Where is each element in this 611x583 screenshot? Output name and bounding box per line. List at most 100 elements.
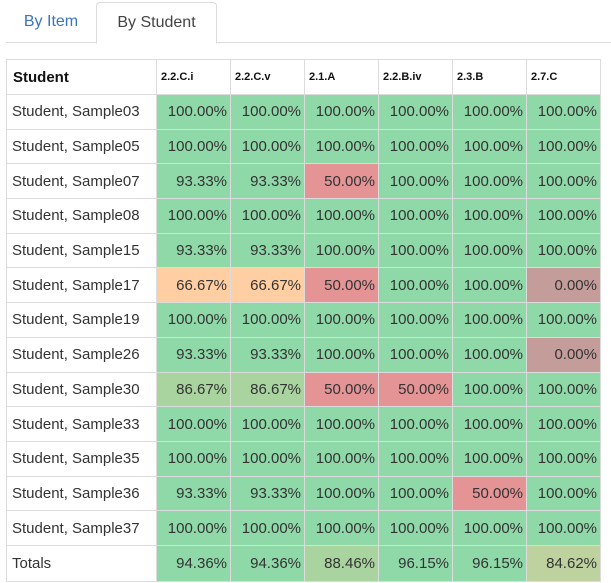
score-cell: 100.00%	[378, 267, 453, 304]
score-cell: 50.00%	[452, 475, 527, 512]
score-cell: 100.00%	[304, 475, 379, 512]
student-name: Student, Sample33	[6, 406, 157, 442]
score-cell: 100.00%	[304, 336, 379, 373]
score-cell: 100.00%	[452, 232, 527, 269]
column-header-student[interactable]: Student	[6, 59, 157, 95]
score-cell: 94.36%	[156, 544, 231, 582]
score-cell: 100.00%	[156, 406, 231, 442]
table-row: Student, Sample03 100.00% 100.00% 100.00% 10…	[6, 94, 601, 130]
column-header[interactable]: 2.2.B.iv	[378, 59, 453, 95]
score-cell: 100.00%	[452, 336, 527, 373]
score-cell: 100.00%	[304, 128, 379, 165]
score-cell: 0.00%	[526, 336, 601, 373]
column-header[interactable]: 2.2.C.i	[156, 59, 231, 95]
table-row: Student, Sample17 66.67% 66.67% 50.00% 100.0…	[6, 267, 601, 304]
table-row: Student, Sample30 86.67% 86.67% 50.00% 50.00…	[6, 371, 601, 408]
student-name: Student, Sample36	[6, 475, 157, 512]
score-cell: 100.00%	[452, 198, 527, 234]
score-cell: 100.00%	[526, 198, 601, 234]
totals-label: Totals	[6, 544, 157, 582]
student-name: Student, Sample17	[6, 267, 157, 304]
score-cell: 100.00%	[526, 406, 601, 442]
score-cell: 100.00%	[304, 440, 379, 477]
score-cell: 100.00%	[452, 94, 527, 130]
table-row: Student, Sample35 100.00% 100.00% 100.00% 10…	[6, 440, 601, 477]
table-row: Student, Sample33 100.00% 100.00% 100.00% 10…	[6, 406, 601, 442]
score-cell: 100.00%	[304, 198, 379, 234]
score-cell: 100.00%	[526, 510, 601, 546]
score-cell: 100.00%	[452, 302, 527, 338]
column-header[interactable]: 2.7.C	[526, 59, 601, 95]
score-cell: 100.00%	[452, 510, 527, 546]
score-cell: 100.00%	[378, 128, 453, 165]
table-row: Student, Sample07 93.33% 93.33% 50.00% 100.0…	[6, 163, 601, 200]
table-row: Student, Sample05 100.00% 100.00% 100.00% 10…	[6, 128, 601, 165]
score-cell: 100.00%	[230, 510, 305, 546]
tab-by-student[interactable]: By Student	[96, 2, 217, 44]
score-cell: 50.00%	[304, 267, 379, 304]
score-cell: 94.36%	[230, 544, 305, 582]
score-cell: 100.00%	[378, 510, 453, 546]
score-cell: 100.00%	[156, 128, 231, 165]
score-cell: 100.00%	[378, 302, 453, 338]
score-cell: 93.33%	[156, 163, 231, 200]
student-name: Student, Sample05	[6, 128, 157, 165]
score-cell: 66.67%	[156, 267, 231, 304]
table-row: Student, Sample36 93.33% 93.33% 100.00% 100.…	[6, 475, 601, 512]
column-header[interactable]: 2.3.B	[452, 59, 527, 95]
score-cell: 100.00%	[526, 128, 601, 165]
column-header[interactable]: 2.2.C.v	[230, 59, 305, 95]
score-cell: 100.00%	[378, 94, 453, 130]
score-cell: 50.00%	[304, 163, 379, 200]
score-cell: 100.00%	[452, 128, 527, 165]
score-cell: 100.00%	[452, 267, 527, 304]
results-table: Student 2.2.C.i 2.2.C.v 2.1.A 2.2.B.iv 2…	[6, 59, 601, 582]
student-name: Student, Sample35	[6, 440, 157, 477]
score-cell: 100.00%	[230, 406, 305, 442]
student-name: Student, Sample07	[6, 163, 157, 200]
table-row: Student, Sample19 100.00% 100.00% 100.00% 10…	[6, 302, 601, 338]
score-cell: 100.00%	[378, 198, 453, 234]
student-name: Student, Sample03	[6, 94, 157, 130]
tab-by-item[interactable]: By Item	[23, 13, 79, 30]
score-cell: 100.00%	[452, 406, 527, 442]
score-cell: 100.00%	[304, 302, 379, 338]
score-cell: 100.00%	[378, 475, 453, 512]
score-cell: 100.00%	[452, 371, 527, 408]
score-cell: 0.00%	[526, 267, 601, 304]
student-name: Student, Sample19	[6, 302, 157, 338]
score-cell: 100.00%	[378, 440, 453, 477]
score-cell: 100.00%	[304, 510, 379, 546]
student-name: Student, Sample15	[6, 232, 157, 269]
score-cell: 100.00%	[526, 94, 601, 130]
table-row: Student, Sample26 93.33% 93.33% 100.00% 100.…	[6, 336, 601, 373]
score-cell: 93.33%	[230, 232, 305, 269]
score-cell: 100.00%	[526, 371, 601, 408]
score-cell: 100.00%	[526, 163, 601, 200]
score-cell: 100.00%	[452, 440, 527, 477]
score-cell: 86.67%	[156, 371, 231, 408]
score-cell: 66.67%	[230, 267, 305, 304]
score-cell: 86.67%	[230, 371, 305, 408]
score-cell: 93.33%	[156, 475, 231, 512]
score-cell: 100.00%	[156, 302, 231, 338]
score-cell: 50.00%	[378, 371, 453, 408]
score-cell: 93.33%	[156, 336, 231, 373]
column-header[interactable]: 2.1.A	[304, 59, 379, 95]
score-cell: 100.00%	[526, 440, 601, 477]
table-row: Student, Sample15 93.33% 93.33% 100.00% 100.…	[6, 232, 601, 269]
score-cell: 100.00%	[304, 406, 379, 442]
score-cell: 84.62%	[526, 544, 601, 582]
score-cell: 100.00%	[156, 94, 231, 130]
table-row: Student, Sample08 100.00% 100.00% 100.00% 10…	[6, 198, 601, 234]
score-cell: 100.00%	[452, 163, 527, 200]
score-cell: 93.33%	[230, 163, 305, 200]
tab-bar: By Item By Student	[6, 0, 611, 44]
score-cell: 100.00%	[304, 232, 379, 269]
score-cell: 100.00%	[378, 163, 453, 200]
score-cell: 100.00%	[526, 475, 601, 512]
score-cell: 100.00%	[304, 94, 379, 130]
score-cell: 96.15%	[452, 544, 527, 582]
score-cell: 100.00%	[378, 406, 453, 442]
score-cell: 96.15%	[378, 544, 453, 582]
